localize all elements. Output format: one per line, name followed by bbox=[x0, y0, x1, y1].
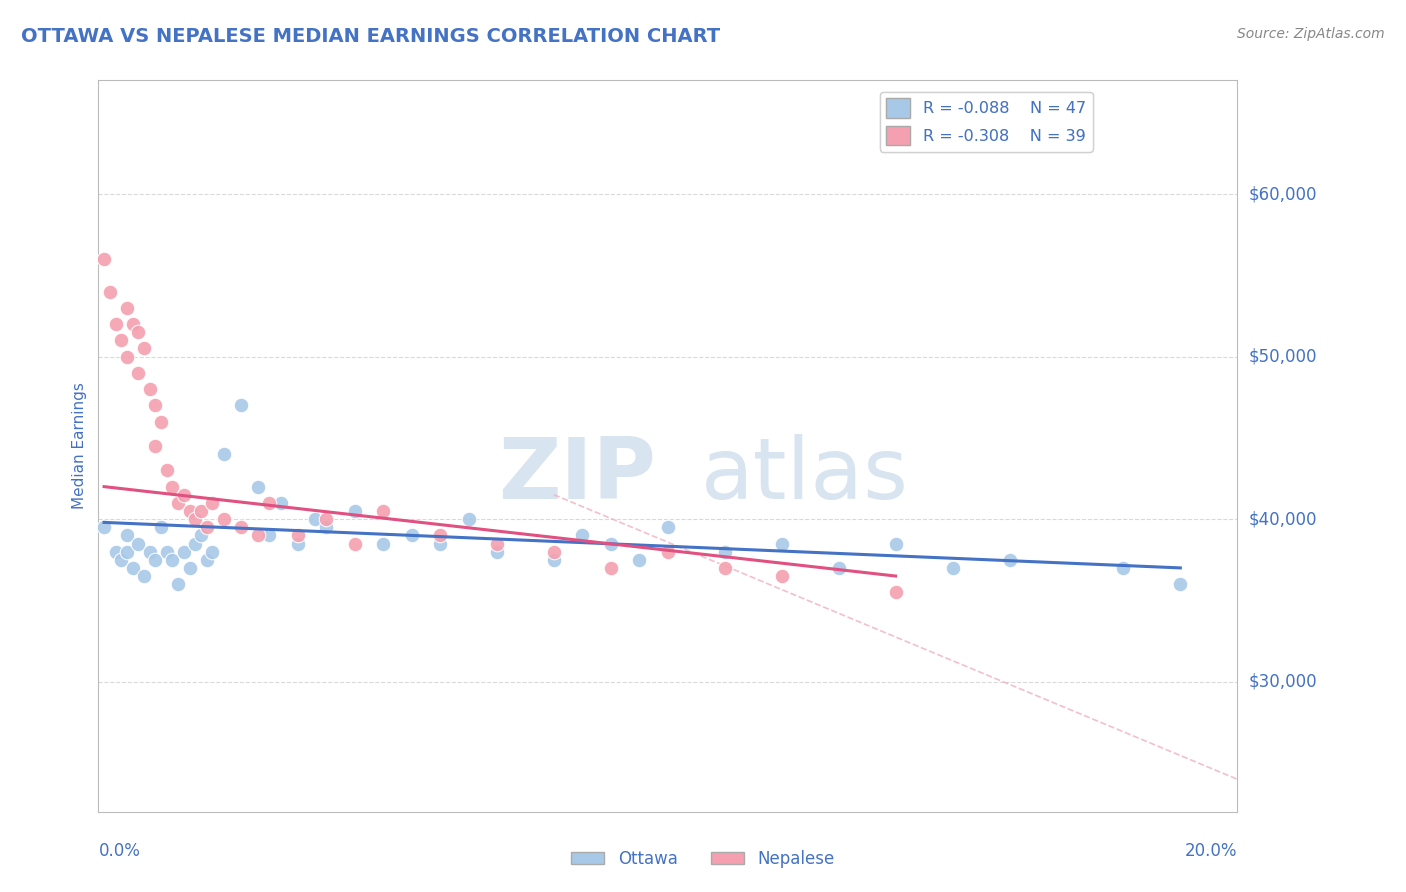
Point bbox=[93, 520, 115, 534]
Point bbox=[315, 520, 337, 534]
Text: 20.0%: 20.0% bbox=[1185, 842, 1237, 860]
Point bbox=[98, 285, 121, 299]
Point bbox=[457, 512, 479, 526]
Point bbox=[127, 536, 149, 550]
Point bbox=[104, 544, 127, 558]
Point bbox=[201, 496, 224, 510]
Point bbox=[132, 342, 155, 356]
Text: Source: ZipAtlas.com: Source: ZipAtlas.com bbox=[1237, 27, 1385, 41]
Point bbox=[270, 496, 292, 510]
Point bbox=[486, 544, 509, 558]
Point bbox=[486, 536, 509, 550]
Point bbox=[195, 553, 218, 567]
Legend: R = -0.088    N = 47, R = -0.308    N = 39: R = -0.088 N = 47, R = -0.308 N = 39 bbox=[880, 92, 1092, 152]
Point bbox=[571, 528, 593, 542]
Legend: Ottawa, Nepalese: Ottawa, Nepalese bbox=[564, 844, 842, 875]
Point bbox=[156, 544, 179, 558]
Point bbox=[229, 398, 252, 412]
Point bbox=[229, 520, 252, 534]
Point bbox=[150, 415, 173, 429]
Point bbox=[127, 325, 149, 339]
Point bbox=[770, 536, 793, 550]
Point bbox=[343, 536, 366, 550]
Point bbox=[770, 569, 793, 583]
Point bbox=[184, 536, 207, 550]
Point bbox=[315, 512, 337, 526]
Point bbox=[543, 553, 565, 567]
Point bbox=[179, 504, 201, 518]
Point bbox=[657, 544, 679, 558]
Point bbox=[212, 447, 235, 461]
Point bbox=[145, 553, 167, 567]
Point bbox=[162, 480, 184, 494]
Point bbox=[110, 334, 132, 348]
Point bbox=[115, 528, 138, 542]
Point bbox=[998, 553, 1021, 567]
Point bbox=[884, 585, 907, 599]
Point bbox=[884, 536, 907, 550]
Point bbox=[304, 512, 326, 526]
Point bbox=[195, 520, 218, 534]
Point bbox=[104, 317, 127, 331]
Point bbox=[714, 544, 737, 558]
Point bbox=[212, 512, 235, 526]
Point bbox=[127, 366, 149, 380]
Point bbox=[138, 544, 160, 558]
Point bbox=[628, 553, 651, 567]
Point bbox=[343, 504, 366, 518]
Point bbox=[259, 496, 281, 510]
Text: $60,000: $60,000 bbox=[1249, 185, 1317, 203]
Text: $50,000: $50,000 bbox=[1249, 348, 1317, 366]
Point bbox=[156, 463, 179, 477]
Point bbox=[429, 536, 451, 550]
Point bbox=[657, 520, 679, 534]
Point bbox=[429, 528, 451, 542]
Point bbox=[259, 528, 281, 542]
Point bbox=[150, 520, 173, 534]
Point bbox=[543, 544, 565, 558]
Point bbox=[373, 504, 395, 518]
Point bbox=[1112, 561, 1135, 575]
Point bbox=[115, 544, 138, 558]
Text: ZIP: ZIP bbox=[498, 434, 655, 516]
Text: OTTAWA VS NEPALESE MEDIAN EARNINGS CORRELATION CHART: OTTAWA VS NEPALESE MEDIAN EARNINGS CORRE… bbox=[21, 27, 720, 45]
Point bbox=[173, 544, 195, 558]
Point bbox=[201, 544, 224, 558]
Point bbox=[162, 553, 184, 567]
Point bbox=[173, 488, 195, 502]
Point bbox=[828, 561, 851, 575]
Point bbox=[246, 480, 269, 494]
Point bbox=[246, 528, 269, 542]
Point bbox=[132, 569, 155, 583]
Point bbox=[373, 536, 395, 550]
Point bbox=[145, 398, 167, 412]
Point bbox=[600, 561, 623, 575]
Point bbox=[287, 536, 309, 550]
Point bbox=[110, 553, 132, 567]
Point bbox=[145, 439, 167, 453]
Point bbox=[942, 561, 965, 575]
Point bbox=[600, 536, 623, 550]
Point bbox=[138, 382, 160, 396]
Point bbox=[1170, 577, 1192, 591]
Point bbox=[167, 496, 190, 510]
Point bbox=[115, 301, 138, 315]
Point bbox=[190, 504, 212, 518]
Point bbox=[190, 528, 212, 542]
Point bbox=[714, 561, 737, 575]
Point bbox=[93, 252, 115, 266]
Text: $30,000: $30,000 bbox=[1249, 673, 1317, 690]
Point bbox=[184, 512, 207, 526]
Point bbox=[179, 561, 201, 575]
Point bbox=[121, 561, 143, 575]
Text: $40,000: $40,000 bbox=[1249, 510, 1317, 528]
Point bbox=[401, 528, 423, 542]
Text: 0.0%: 0.0% bbox=[98, 842, 141, 860]
Text: atlas: atlas bbox=[700, 434, 908, 516]
Y-axis label: Median Earnings: Median Earnings bbox=[72, 383, 87, 509]
Point bbox=[167, 577, 190, 591]
Point bbox=[115, 350, 138, 364]
Point bbox=[121, 317, 143, 331]
Point bbox=[287, 528, 309, 542]
